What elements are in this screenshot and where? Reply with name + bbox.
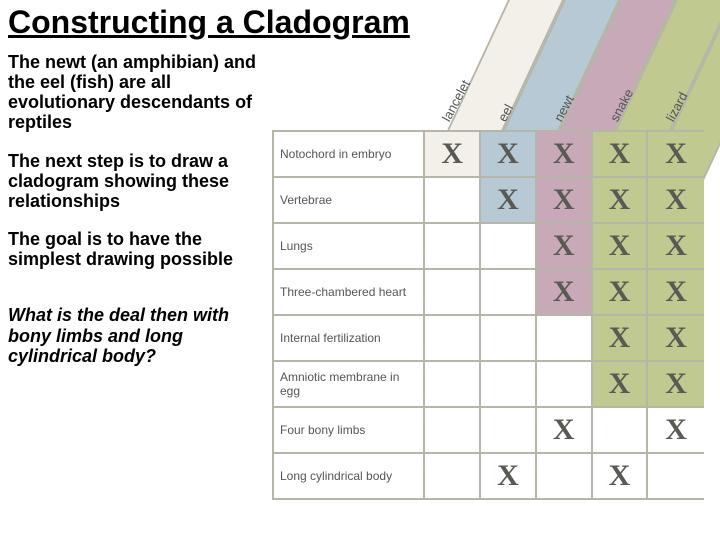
table-cell <box>537 362 593 406</box>
row-label: Notochord in embryo <box>274 132 425 176</box>
table-row: Notochord in embryoXXXXX <box>274 132 704 178</box>
table-cell: X <box>537 270 593 314</box>
table-cell: X <box>593 224 649 268</box>
table-cell: X <box>481 178 537 222</box>
trait-table: lancelet eel newt snake lizard Notochord… <box>272 20 704 530</box>
x-mark-icon: X <box>497 459 519 493</box>
para-3: The goal is to have the simplest drawing… <box>8 229 263 269</box>
x-mark-icon: X <box>665 321 687 355</box>
para-1: The newt (an amphibian) and the eel (fis… <box>8 52 263 133</box>
row-label: Internal fertilization <box>274 316 425 360</box>
x-mark-icon: X <box>665 137 687 171</box>
table-cell <box>481 408 537 452</box>
text-column: The newt (an amphibian) and the eel (fis… <box>8 52 263 366</box>
table-cell: X <box>537 224 593 268</box>
x-mark-icon: X <box>609 183 631 217</box>
table-cell <box>481 362 537 406</box>
x-mark-icon: X <box>609 321 631 355</box>
x-mark-icon: X <box>441 137 463 171</box>
table-cell <box>481 270 537 314</box>
table-cell: X <box>648 270 704 314</box>
x-mark-icon: X <box>665 413 687 447</box>
table-cell: X <box>537 408 593 452</box>
table-cell <box>648 454 704 498</box>
table-cell: X <box>593 132 649 176</box>
x-mark-icon: X <box>609 229 631 263</box>
table-cell: X <box>593 454 649 498</box>
table-row: Long cylindrical body X X <box>274 454 704 500</box>
row-label: Lungs <box>274 224 425 268</box>
table-cell: X <box>593 362 649 406</box>
col-head-4: lizard <box>648 20 704 130</box>
table-row: Amniotic membrane in egg XX <box>274 362 704 408</box>
x-mark-icon: X <box>665 229 687 263</box>
table-row: LungsXXX <box>274 224 704 270</box>
col-head-2: newt <box>536 20 592 130</box>
row-label: Long cylindrical body <box>274 454 425 498</box>
x-mark-icon: X <box>609 137 631 171</box>
x-mark-icon: X <box>553 275 575 309</box>
table-cell: X <box>593 270 649 314</box>
col-head-3: snake <box>592 20 648 130</box>
table-row: VertebraeXXXX <box>274 178 704 224</box>
x-mark-icon: X <box>665 275 687 309</box>
table-cell: X <box>648 132 704 176</box>
row-label: Three-chambered heart <box>274 270 425 314</box>
row-label: Four bony limbs <box>274 408 425 452</box>
table-cell <box>425 408 481 452</box>
x-mark-icon: X <box>665 183 687 217</box>
table-cell: X <box>648 224 704 268</box>
table-cell <box>537 454 593 498</box>
table-cell: X <box>648 178 704 222</box>
row-label: Vertebrae <box>274 178 425 222</box>
x-mark-icon: X <box>553 413 575 447</box>
para-2: The next step is to draw a cladogram sho… <box>8 151 263 211</box>
table-cell <box>425 224 481 268</box>
table-row: Three-chambered heartXXX <box>274 270 704 316</box>
table-row: Four bony limbs X X <box>274 408 704 454</box>
x-mark-icon: X <box>553 183 575 217</box>
table-cell: X <box>481 132 537 176</box>
table-cell: X <box>425 132 481 176</box>
table-cell: X <box>648 408 704 452</box>
x-mark-icon: X <box>497 137 519 171</box>
row-label: Amniotic membrane in egg <box>274 362 425 406</box>
table-cell <box>481 316 537 360</box>
table-cell: X <box>593 316 649 360</box>
table-cell: X <box>537 132 593 176</box>
col-head-0: lancelet <box>424 20 480 130</box>
table-cell: X <box>593 178 649 222</box>
para-4-question: What is the deal then with bony limbs an… <box>8 305 263 365</box>
x-mark-icon: X <box>497 183 519 217</box>
table-cell: X <box>648 316 704 360</box>
table-cell <box>425 316 481 360</box>
x-mark-icon: X <box>609 367 631 401</box>
x-mark-icon: X <box>665 367 687 401</box>
table-cell: X <box>481 454 537 498</box>
table-row: Internal fertilization XX <box>274 316 704 362</box>
table-cell <box>481 224 537 268</box>
table-cell <box>537 316 593 360</box>
x-mark-icon: X <box>609 275 631 309</box>
table-cell <box>425 362 481 406</box>
table-grid: Notochord in embryoXXXXXVertebraeXXXXLun… <box>272 130 704 500</box>
table-cell: X <box>537 178 593 222</box>
x-mark-icon: X <box>553 137 575 171</box>
table-cell <box>425 270 481 314</box>
table-cell: X <box>648 362 704 406</box>
table-cell <box>425 454 481 498</box>
table-cell <box>425 178 481 222</box>
x-mark-icon: X <box>609 459 631 493</box>
x-mark-icon: X <box>553 229 575 263</box>
col-head-1: eel <box>480 20 536 130</box>
table-cell <box>593 408 649 452</box>
